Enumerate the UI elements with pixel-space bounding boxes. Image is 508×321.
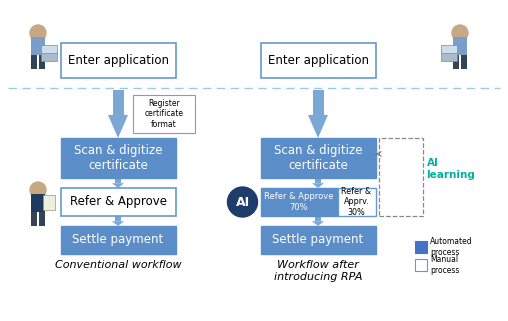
Text: Settle payment: Settle payment <box>72 233 164 247</box>
Bar <box>337 188 375 216</box>
Bar <box>39 55 45 69</box>
Bar <box>41 51 57 61</box>
Polygon shape <box>112 221 124 226</box>
Bar <box>39 212 45 226</box>
Text: Scan & digitize
certificate: Scan & digitize certificate <box>74 144 162 172</box>
Bar <box>261 226 375 254</box>
Bar <box>41 45 57 53</box>
Bar <box>415 241 427 253</box>
Bar <box>31 194 45 212</box>
Bar <box>415 259 427 271</box>
Bar <box>60 188 175 216</box>
Bar <box>461 55 467 69</box>
Bar <box>441 51 457 61</box>
Text: Enter application: Enter application <box>268 54 368 67</box>
Bar <box>453 55 459 69</box>
Text: Conventional workflow: Conventional workflow <box>55 260 181 270</box>
Polygon shape <box>312 221 324 226</box>
Bar <box>43 195 55 210</box>
Polygon shape <box>115 178 121 183</box>
Polygon shape <box>308 115 328 138</box>
Text: AI: AI <box>235 195 249 209</box>
Bar <box>261 188 337 216</box>
Text: AI
learning: AI learning <box>427 158 475 180</box>
Text: Enter application: Enter application <box>68 54 169 67</box>
Bar <box>60 43 175 78</box>
Bar <box>441 45 457 53</box>
Bar <box>261 43 375 78</box>
Polygon shape <box>312 90 324 115</box>
Circle shape <box>30 182 46 198</box>
Text: Refer & Approve
70%: Refer & Approve 70% <box>264 192 334 212</box>
Bar <box>31 55 37 69</box>
Polygon shape <box>112 183 124 188</box>
Polygon shape <box>312 183 324 188</box>
Text: Refer & Approve: Refer & Approve <box>70 195 167 209</box>
Bar <box>31 37 45 55</box>
Bar <box>261 138 375 178</box>
Text: Scan & digitize
certificate: Scan & digitize certificate <box>274 144 362 172</box>
Text: Manual
process: Manual process <box>430 255 459 275</box>
Polygon shape <box>112 90 123 115</box>
Circle shape <box>30 25 46 41</box>
Polygon shape <box>315 178 321 183</box>
Circle shape <box>228 187 258 217</box>
Circle shape <box>452 25 468 41</box>
Bar <box>31 212 37 226</box>
Bar <box>453 37 467 55</box>
Bar <box>60 138 175 178</box>
Polygon shape <box>315 216 321 221</box>
Text: Workflow after
introducing RPA: Workflow after introducing RPA <box>274 260 362 282</box>
Bar <box>133 95 195 133</box>
Polygon shape <box>108 115 128 138</box>
Text: Settle payment: Settle payment <box>272 233 364 247</box>
Text: Register
certificate
format: Register certificate format <box>144 99 183 129</box>
Polygon shape <box>115 216 121 221</box>
Text: Automated
process: Automated process <box>430 237 472 257</box>
Text: Refer &
Apprv.
30%: Refer & Apprv. 30% <box>341 187 371 217</box>
Bar <box>378 138 423 216</box>
Bar <box>60 226 175 254</box>
